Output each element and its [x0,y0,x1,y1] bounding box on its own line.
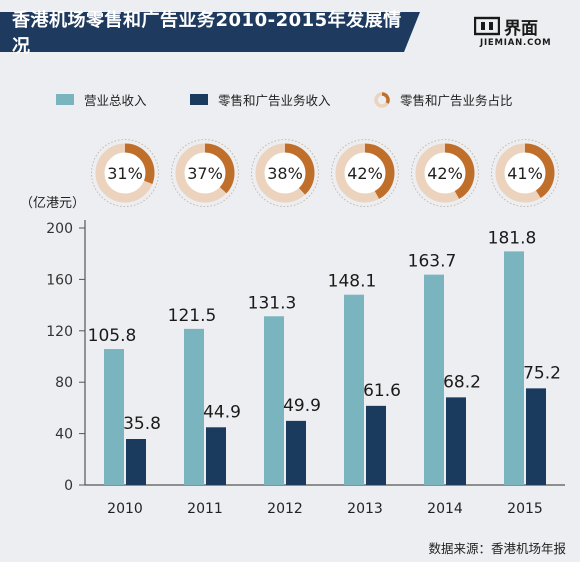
share-ring-outline [491,139,559,207]
share-label: 41% [507,164,543,183]
bar-total [424,274,444,485]
share-ring-arc [415,143,475,203]
share-ring-arc [255,143,315,203]
legend-item-share: 零售和广告业务占比 [374,90,513,109]
bar-retail [526,388,546,485]
share-ring-outline [251,139,319,207]
bar-total [184,328,204,485]
bar-retail [366,405,386,485]
bar-total [504,251,524,485]
data-label-retail: 75.2 [523,363,561,383]
share-ring-arc [495,143,555,203]
data-label-retail: 61.6 [363,381,401,401]
x-tick-label: 2012 [267,501,303,517]
bar-total [104,349,124,485]
data-label-total: 181.8 [488,228,537,248]
brand-name: 界面 [504,19,538,39]
legend-swatch-retail [190,94,208,105]
bar-retail [446,397,466,485]
y-axis-label: （亿港元） [20,196,85,211]
data-label-total: 105.8 [88,326,137,346]
share-ring-arc [95,143,155,203]
y-tick-label: 200 [46,221,73,237]
x-tick-label: 2013 [347,501,383,517]
share-ring-arc [335,143,395,203]
bar-total [264,316,284,485]
legend-swatch-total [56,94,74,105]
x-tick-label: 2015 [507,501,543,517]
data-label-retail: 49.9 [283,396,321,416]
data-label-total: 121.5 [168,306,217,326]
share-label: 31% [107,164,143,183]
brand-logo: 界面 JIEMIAN.COM [474,14,566,50]
x-tick-label: 2010 [107,501,143,517]
share-ring-outline [91,139,159,207]
y-tick-label: 40 [55,427,73,443]
data-label-retail: 68.2 [443,372,481,392]
share-ring-outline [171,139,239,207]
legend-label-share: 零售和广告业务占比 [400,93,513,108]
x-tick-label: 2014 [427,501,463,517]
legend-item-total: 营业总收入 [56,90,147,109]
share-ring-outline [411,139,479,207]
chart-title-bar: 香港机场零售和广告业务2010-2015年发展情况 [0,10,420,57]
data-label-retail: 35.8 [123,414,161,434]
y-tick-label: 80 [55,375,73,391]
data-label-retail: 44.9 [203,402,241,422]
y-tick-label: 0 [64,478,73,494]
share-ring-outline [331,139,399,207]
bar-retail [126,438,146,485]
share-label: 37% [187,164,223,183]
jiemian-logo-icon [474,16,500,36]
share-label: 42% [347,164,383,183]
y-tick-label: 160 [46,272,73,288]
title-bar-notch [404,12,420,52]
data-label-total: 163.7 [408,252,457,272]
data-label-total: 148.1 [328,272,377,292]
share-ring-arc [175,143,235,203]
legend-label-total: 营业总收入 [84,93,147,108]
legend-label-retail: 零售和广告业务收入 [218,93,331,108]
data-label-total: 131.3 [248,293,297,313]
share-label: 38% [267,164,303,183]
legend-item-retail: 零售和广告业务收入 [190,90,331,109]
chart-legend: 营业总收入 零售和广告业务收入 零售和广告业务占比 [56,90,556,110]
legend-ring-icon [374,91,390,108]
bar-retail [206,427,226,485]
x-tick-label: 2011 [187,501,223,517]
bar-total [344,294,364,485]
data-source: 数据来源：香港机场年报 [428,541,566,556]
y-tick-label: 120 [46,324,73,340]
bar-retail [286,420,306,485]
brand-url: JIEMIAN.COM [480,38,552,48]
share-label: 42% [427,164,463,183]
chart-title: 香港机场零售和广告业务2010-2015年发展情况 [12,10,402,57]
